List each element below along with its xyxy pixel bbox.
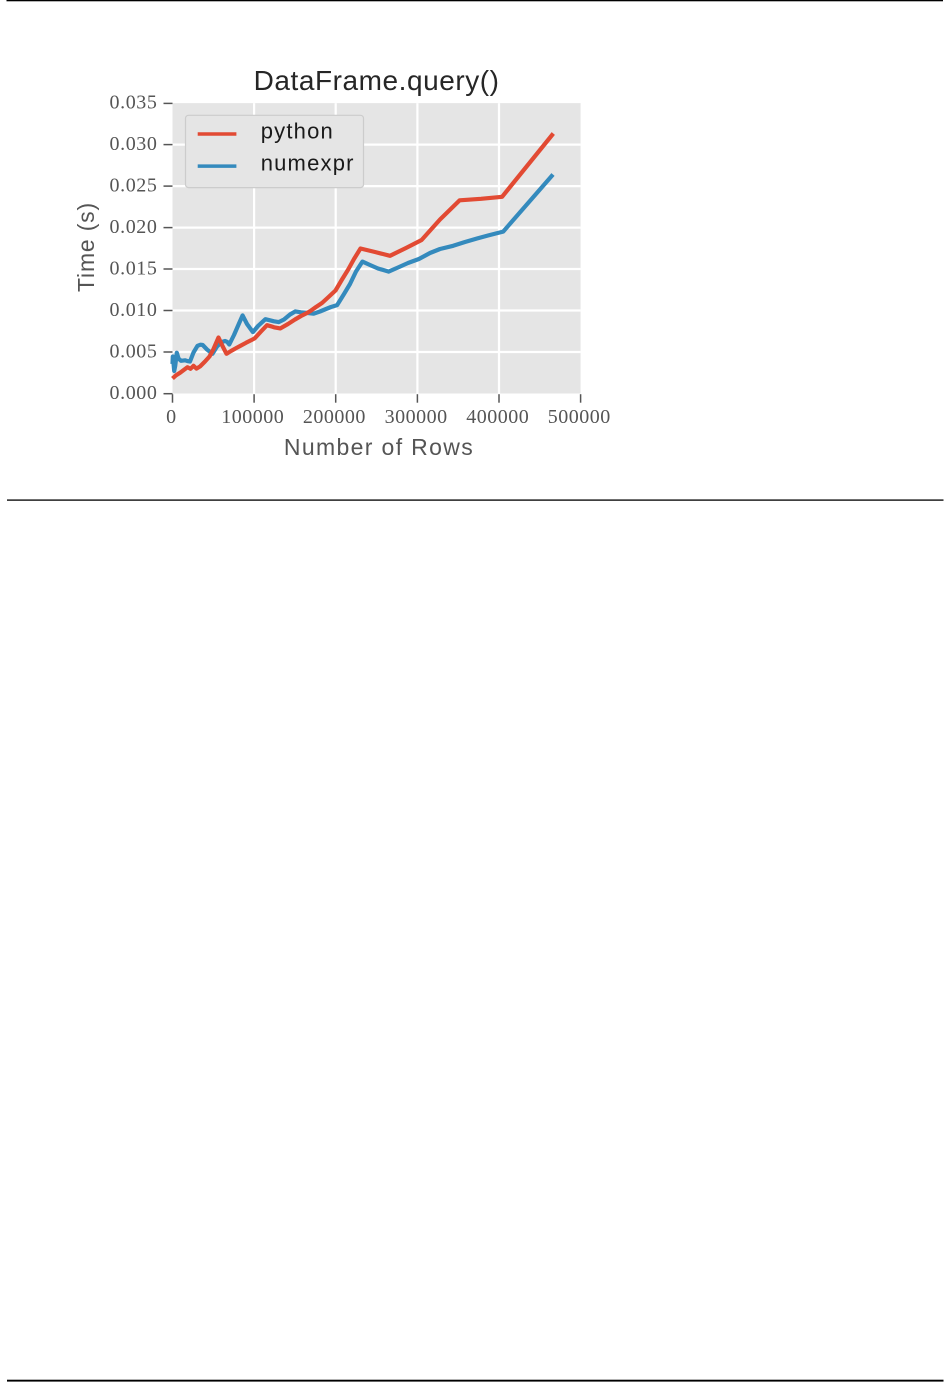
svg-text:numexpr: numexpr (261, 150, 355, 175)
svg-text:python: python (261, 118, 334, 143)
svg-text:0.005: 0.005 (110, 341, 158, 363)
svg-text:400000: 400000 (466, 406, 529, 428)
svg-text:500000: 500000 (548, 406, 611, 428)
svg-text:0.020: 0.020 (110, 216, 158, 238)
svg-text:0.030: 0.030 (110, 133, 158, 155)
svg-text:0.025: 0.025 (110, 175, 158, 197)
svg-text:Time (s): Time (s) (73, 202, 99, 292)
svg-text:0.035: 0.035 (110, 92, 158, 114)
svg-text:0.010: 0.010 (110, 299, 158, 321)
svg-text:0: 0 (166, 406, 177, 428)
svg-text:0.015: 0.015 (110, 258, 158, 280)
svg-text:Number of Rows: Number of Rows (284, 434, 474, 460)
svg-text:300000: 300000 (385, 406, 448, 428)
svg-text:100000: 100000 (221, 406, 284, 428)
svg-text:200000: 200000 (303, 406, 366, 428)
svg-text:DataFrame.query(): DataFrame.query() (254, 65, 500, 96)
svg-text:0.000: 0.000 (110, 382, 158, 404)
